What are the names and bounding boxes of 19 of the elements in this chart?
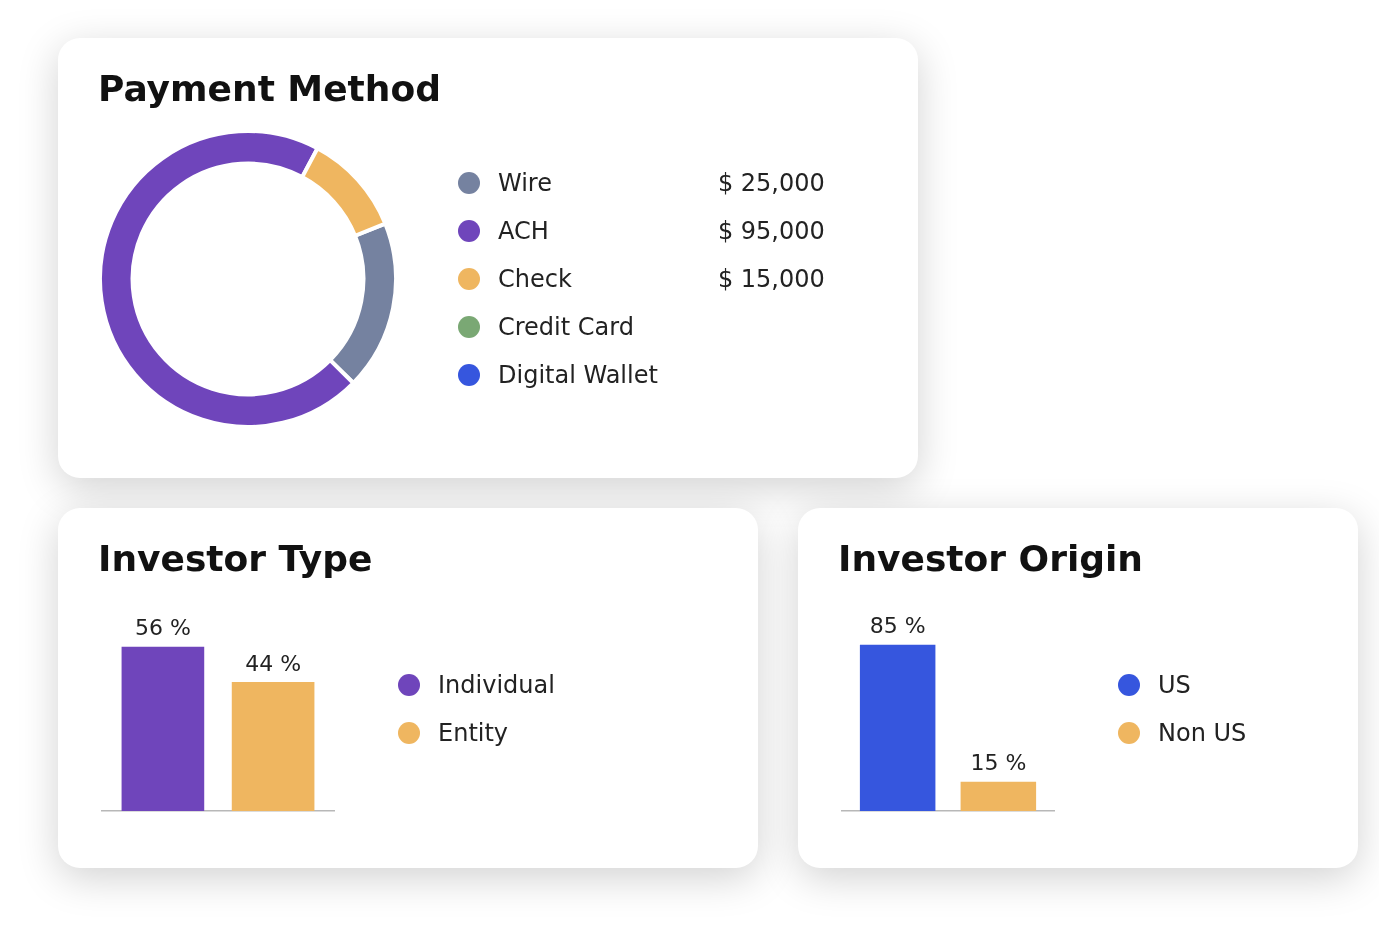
legend-label: Entity: [438, 718, 510, 749]
chart-title: Payment Method: [98, 68, 442, 109]
legend-label: Credit Card: [498, 312, 635, 343]
data-label: $ 95,000: [717, 216, 825, 247]
chart-title: Investor Origin: [838, 538, 1144, 579]
legend-label: Wire: [498, 168, 553, 199]
data-label: 56 %: [134, 615, 191, 641]
legend-label: Check: [498, 264, 573, 295]
data-label: $ 25,000: [717, 168, 825, 199]
legend-label: Individual: [438, 670, 556, 701]
legend-label: US: [1158, 670, 1192, 701]
data-label: 85 %: [869, 613, 926, 639]
data-label: $ 15,000: [717, 264, 825, 295]
legend-label: Non US: [1158, 718, 1248, 749]
legend-label: Digital Wallet: [498, 360, 659, 391]
chart-title: Investor Type: [98, 538, 374, 579]
data-label: 15 %: [970, 750, 1027, 776]
data-label: 44 %: [245, 650, 302, 676]
legend-label: ACH: [498, 216, 550, 247]
